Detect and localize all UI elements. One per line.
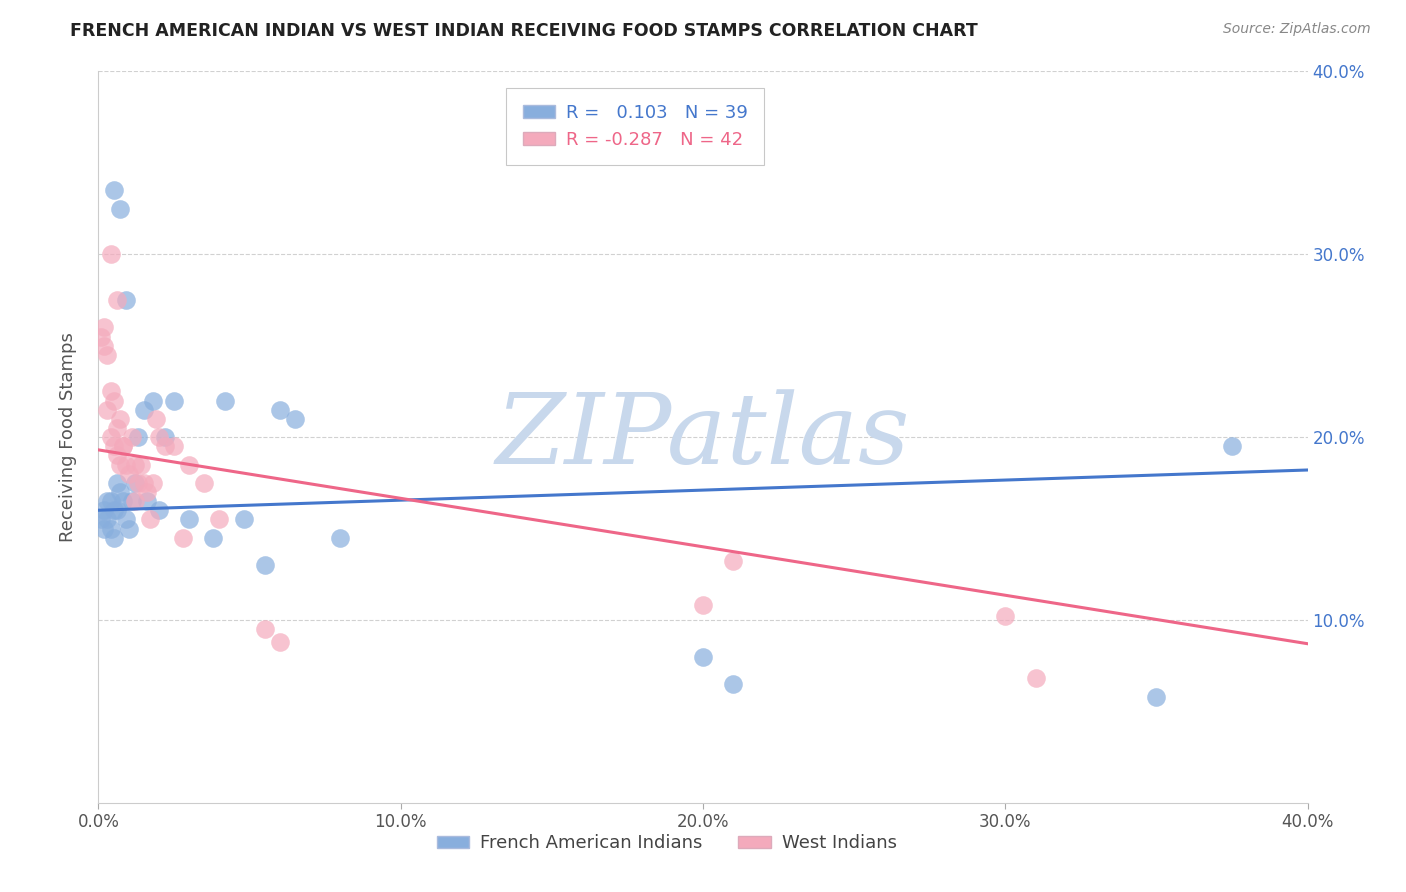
Point (135, 485, 157, 500)
Point (100, 430, 122, 444)
Point (103, 393, 125, 408)
Point (214, 393, 236, 408)
Point (179, 512, 201, 526)
Point (172, 531, 194, 545)
Point (163, 439, 186, 453)
Point (269, 402, 291, 417)
Point (132, 402, 155, 417)
Point (114, 293, 136, 307)
Point (121, 430, 143, 444)
Point (148, 430, 170, 444)
Point (329, 531, 352, 545)
Point (103, 503, 125, 517)
Point (90, 512, 112, 526)
Point (96, 494, 118, 508)
Y-axis label: Receiving Food Stamps: Receiving Food Stamps (59, 332, 77, 542)
Point (105, 475, 128, 490)
Point (111, 494, 134, 508)
Point (723, 677, 745, 691)
Point (153, 439, 176, 453)
Point (148, 503, 170, 517)
Point (284, 412, 307, 426)
Point (124, 458, 146, 472)
Point (103, 531, 125, 545)
Point (93, 521, 115, 535)
Point (100, 494, 122, 508)
Point (105, 421, 128, 435)
Point (114, 512, 136, 526)
Point (1024, 672, 1046, 686)
Text: Source: ZipAtlas.com: Source: ZipAtlas.com (1223, 22, 1371, 37)
Point (105, 448, 128, 462)
Point (124, 475, 146, 490)
Point (127, 475, 149, 490)
Point (692, 649, 714, 664)
Point (103, 183, 125, 197)
Point (121, 494, 143, 508)
Point (90, 329, 112, 343)
Point (127, 430, 149, 444)
Point (96, 402, 118, 417)
Point (103, 439, 125, 453)
Point (108, 485, 131, 500)
Point (93, 338, 115, 352)
Point (93, 503, 115, 517)
Point (723, 554, 745, 568)
Point (100, 521, 122, 535)
Point (692, 599, 714, 613)
Point (145, 412, 167, 426)
Point (179, 458, 201, 472)
Point (129, 458, 152, 472)
Point (253, 622, 276, 636)
Point (111, 439, 134, 453)
Point (142, 393, 165, 408)
Point (93, 320, 115, 334)
Point (96, 348, 118, 362)
Point (118, 521, 141, 535)
Point (100, 247, 122, 261)
Point (994, 609, 1017, 624)
Point (208, 512, 231, 526)
Point (108, 202, 131, 216)
Point (132, 475, 155, 490)
Point (135, 494, 157, 508)
Point (142, 475, 165, 490)
Point (163, 393, 186, 408)
Point (111, 439, 134, 453)
Point (269, 635, 291, 649)
Point (202, 531, 225, 545)
Point (139, 512, 162, 526)
Point (232, 512, 254, 526)
Legend: French American Indians, West Indians: French American Indians, West Indians (429, 827, 904, 860)
Text: ZIPatlas: ZIPatlas (496, 390, 910, 484)
Point (100, 384, 122, 399)
Point (124, 494, 146, 508)
Point (1220, 439, 1243, 453)
Point (108, 458, 131, 472)
Point (96, 512, 118, 526)
Point (1144, 690, 1167, 704)
Point (108, 412, 131, 426)
Text: FRENCH AMERICAN INDIAN VS WEST INDIAN RECEIVING FOOD STAMPS CORRELATION CHART: FRENCH AMERICAN INDIAN VS WEST INDIAN RE… (70, 22, 979, 40)
Point (153, 430, 176, 444)
Point (114, 458, 136, 472)
Point (253, 558, 276, 573)
Point (105, 503, 128, 517)
Point (118, 467, 141, 481)
Point (193, 475, 215, 490)
Point (105, 293, 128, 307)
